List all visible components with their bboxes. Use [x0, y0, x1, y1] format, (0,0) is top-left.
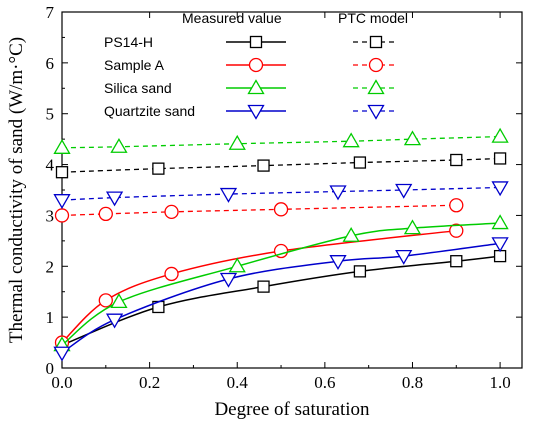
legend-measured-marker [249, 35, 263, 49]
legend-label: Silica sand [104, 80, 172, 96]
model-point [493, 152, 507, 165]
legend-label: Sample A [104, 57, 165, 73]
legend-model-marker [367, 79, 385, 95]
model-point [353, 156, 367, 169]
x-tick-label: 1.0 [489, 373, 510, 392]
y-tick-label: 2 [46, 257, 55, 276]
measured-point [395, 249, 413, 265]
measured-point [491, 214, 509, 230]
model-point [450, 153, 463, 167]
legend-header-measured: Measured value [182, 10, 282, 26]
model-point [98, 206, 113, 222]
measured-point [228, 257, 246, 273]
legend-label: Quartzite sand [104, 103, 195, 119]
measured-point [353, 265, 367, 278]
legend-model-marker [369, 35, 383, 49]
model-point [55, 166, 69, 179]
model-point [329, 185, 347, 201]
measured-point [329, 255, 347, 271]
axes: 0.0 0.2 0.4 0.6 0.8 1.0 0 1 2 3 4 5 6 7 [46, 3, 523, 392]
legend-measured-marker [247, 104, 265, 120]
series-quartzite-sand [53, 181, 509, 362]
model-point [491, 127, 509, 143]
model-point [228, 134, 246, 150]
measured-point [449, 223, 464, 238]
model-point [164, 204, 179, 220]
legend-model-marker [368, 57, 384, 73]
x-tick-label: 0.2 [139, 373, 160, 392]
legend-measured-marker [248, 57, 264, 73]
legend-header-model: PTC model [338, 10, 408, 26]
model-point [53, 194, 71, 209]
measured-point [110, 293, 128, 309]
series-sample-a [54, 198, 464, 350]
model-point [152, 162, 165, 175]
y-tick-label: 1 [46, 308, 55, 327]
model-point [257, 159, 270, 172]
measured-point [257, 280, 270, 293]
y-tick-label: 6 [46, 54, 55, 73]
model-point [53, 138, 71, 154]
x-axis-title: Degree of saturation [214, 399, 370, 420]
measured-point [491, 237, 509, 253]
legend-label: PS14-H [104, 34, 153, 50]
x-tick-label: 0.6 [314, 373, 335, 392]
y-tick-label: 5 [46, 105, 55, 124]
model-point [219, 187, 238, 203]
model-line [61, 204, 457, 217]
measured-point [98, 293, 113, 308]
model-point [403, 130, 422, 146]
measured-point [450, 255, 463, 268]
model-point [273, 202, 289, 217]
measured-point [403, 219, 422, 235]
model-line [61, 157, 501, 173]
y-axis-title: Thermal conductivity of sand (W/m·°C) [6, 37, 27, 343]
series-silica-sand [53, 127, 509, 352]
measured-point [164, 266, 179, 282]
model-point [395, 183, 413, 199]
model-point [105, 191, 124, 207]
model-line [61, 186, 501, 201]
model-point [449, 198, 464, 213]
x-tick-label: 0.4 [227, 373, 249, 392]
y-tick-label: 4 [46, 156, 55, 175]
legend: Measured value PTC model PS14-H Sample A Sil… [104, 10, 408, 120]
model-point [342, 132, 360, 148]
series-layer [53, 127, 509, 362]
legend-measured-marker [247, 79, 265, 95]
x-tick-label: 0.8 [402, 373, 423, 392]
measured-point [493, 249, 507, 263]
measured-point [105, 313, 124, 329]
y-tick-label: 3 [46, 206, 55, 225]
legend-model-marker [367, 104, 385, 120]
measured-point [342, 226, 360, 242]
model-point [110, 137, 128, 153]
series-ps14-h [55, 152, 507, 352]
model-point [491, 181, 509, 197]
model-point [54, 208, 70, 223]
y-tick-label: 7 [46, 3, 55, 22]
measured-point [53, 346, 71, 362]
y-tick-label: 0 [46, 359, 55, 378]
x-tick-label: 0.0 [51, 373, 72, 392]
measured-point [219, 272, 238, 288]
model-line [61, 135, 501, 149]
